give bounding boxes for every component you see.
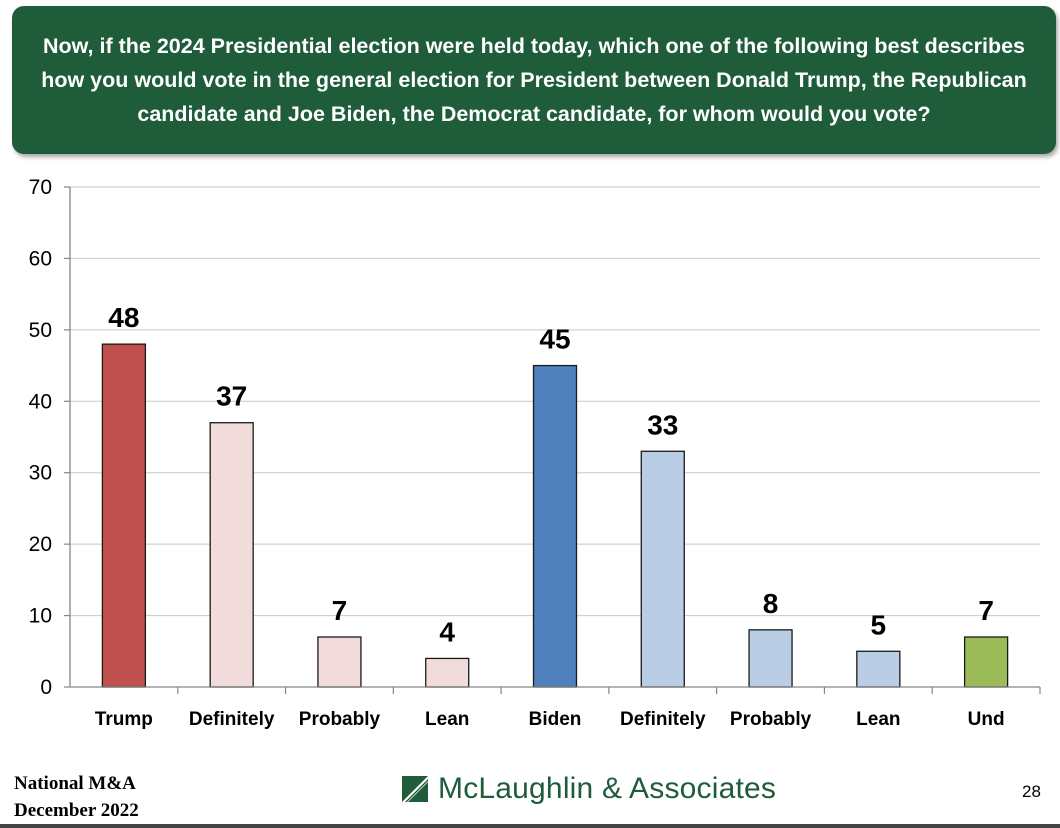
chart-title: Now, if the 2024 Presidential election w… xyxy=(41,34,1027,126)
category-label: Definitely xyxy=(620,709,706,730)
bottom-divider xyxy=(0,824,1060,828)
bar-8 xyxy=(856,650,901,688)
y-tick-label: 40 xyxy=(29,390,52,413)
bar-5 xyxy=(532,364,578,688)
source-note: National M&A December 2022 xyxy=(14,770,139,824)
data-label: 4 xyxy=(439,616,455,647)
data-labels: 48 37 7 4 45 33 8 5 7 xyxy=(108,302,994,647)
bar-1 xyxy=(101,343,147,688)
category-label: Definitely xyxy=(189,709,275,730)
page-number: 28 xyxy=(1022,782,1041,801)
bar-2 xyxy=(209,422,254,688)
y-tick-label: 70 xyxy=(29,176,52,199)
data-label: 48 xyxy=(108,302,139,333)
category-label: Lean xyxy=(425,709,469,730)
axes xyxy=(69,187,1040,688)
category-label: Trump xyxy=(95,709,153,730)
bars xyxy=(101,343,1009,688)
data-label: 45 xyxy=(539,324,570,355)
y-axis-ticks: 0 10 20 30 40 50 60 70 xyxy=(29,176,70,699)
category-label: Probably xyxy=(730,709,812,730)
company-logo: McLaughlin & Associates xyxy=(402,772,776,806)
source-line-1: National M&A xyxy=(14,773,136,794)
bar-7 xyxy=(748,629,793,688)
data-label: 7 xyxy=(978,595,994,626)
y-tick-label: 60 xyxy=(29,247,52,270)
data-label: 7 xyxy=(332,595,348,626)
title-banner: Now, if the 2024 Presidential election w… xyxy=(12,6,1056,154)
bar-6 xyxy=(640,450,685,688)
category-label: Biden xyxy=(529,709,582,730)
y-tick-label: 30 xyxy=(29,462,52,485)
logo-text: McLaughlin & Associates xyxy=(438,772,777,805)
y-tick-label: 20 xyxy=(29,533,52,556)
bar-3 xyxy=(317,636,362,688)
y-tick-label: 10 xyxy=(29,605,52,628)
category-labels: Trump Definitely Probably Lean Biden Definite… xyxy=(95,687,1041,730)
category-label: Lean xyxy=(856,709,900,730)
y-tick-label: 50 xyxy=(29,319,52,342)
data-label: 37 xyxy=(216,381,247,412)
bar-4 xyxy=(425,657,470,688)
category-label: Und xyxy=(968,709,1005,730)
logo-mark-icon xyxy=(402,776,428,802)
source-line-2: December 2022 xyxy=(14,800,139,821)
data-label: 33 xyxy=(647,409,678,440)
category-label: Probably xyxy=(299,709,381,730)
data-label: 8 xyxy=(763,588,779,619)
bar-9 xyxy=(963,636,1009,688)
bar-chart: 0 10 20 30 40 50 60 70 48 37 7 4 45 33 8 5 7 Trump Defin… xyxy=(29,176,1041,730)
data-label: 5 xyxy=(871,609,887,640)
y-tick-label: 0 xyxy=(40,676,52,699)
